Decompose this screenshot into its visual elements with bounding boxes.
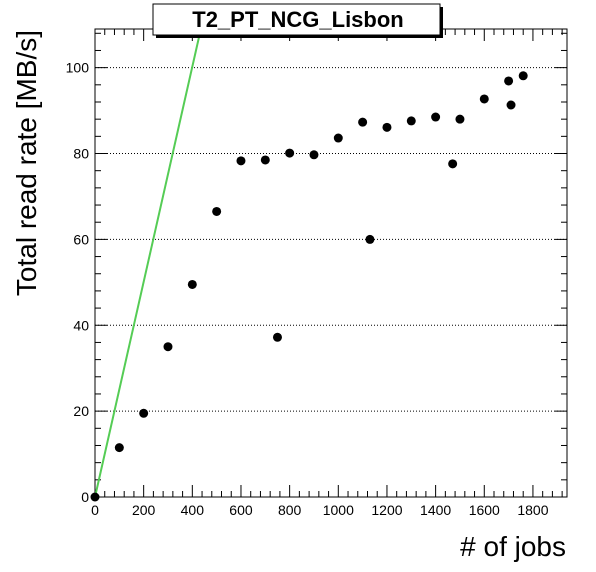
data-point xyxy=(236,156,246,166)
x-tick-label: 1400 xyxy=(420,502,451,518)
x-axis-label: # of jobs xyxy=(460,531,566,562)
y-tick-label: 100 xyxy=(66,60,90,76)
data-point xyxy=(333,133,343,143)
y-tick-label: 40 xyxy=(73,317,89,333)
data-point xyxy=(285,148,295,158)
data-point xyxy=(455,114,465,124)
y-tick-label: 80 xyxy=(73,146,89,162)
y-tick-label: 0 xyxy=(81,489,89,505)
x-tick-label: 1800 xyxy=(517,502,548,518)
data-point xyxy=(382,122,392,132)
data-point xyxy=(139,408,149,418)
data-point xyxy=(90,492,100,502)
y-tick-label: 60 xyxy=(73,231,89,247)
data-point xyxy=(358,117,368,127)
x-tick-label: 400 xyxy=(181,502,205,518)
data-point xyxy=(212,206,222,216)
axis-ticks xyxy=(94,29,567,498)
data-point xyxy=(309,150,319,160)
chart-title: T2_PT_NCG_Lisbon xyxy=(192,7,403,32)
data-point xyxy=(506,100,516,110)
data-point xyxy=(187,279,197,289)
series xyxy=(90,28,528,502)
x-tick-label: 0 xyxy=(91,502,99,518)
plot-frame xyxy=(94,28,568,498)
data-point xyxy=(479,94,489,104)
data-point xyxy=(431,112,441,122)
grid-lines xyxy=(95,67,567,412)
y-tick-label: 20 xyxy=(73,403,89,419)
data-point xyxy=(518,71,528,81)
data-point xyxy=(272,332,282,342)
x-tick-label: 1200 xyxy=(371,502,402,518)
data-point xyxy=(365,234,375,244)
data-point xyxy=(260,155,270,165)
x-tick-label: 200 xyxy=(132,502,156,518)
data-point xyxy=(163,342,173,352)
data-point xyxy=(448,159,458,169)
reference-line xyxy=(94,28,202,498)
y-axis-label: Total read rate [MB/s] xyxy=(11,30,42,296)
x-tick-label: 1000 xyxy=(323,502,354,518)
x-tick-label: 600 xyxy=(229,502,253,518)
data-point xyxy=(114,443,124,453)
title-box: T2_PT_NCG_Lisbon xyxy=(152,3,443,38)
data-point xyxy=(406,116,416,126)
x-tick-label: 1600 xyxy=(469,502,500,518)
data-point xyxy=(504,76,514,86)
x-tick-label: 800 xyxy=(278,502,302,518)
